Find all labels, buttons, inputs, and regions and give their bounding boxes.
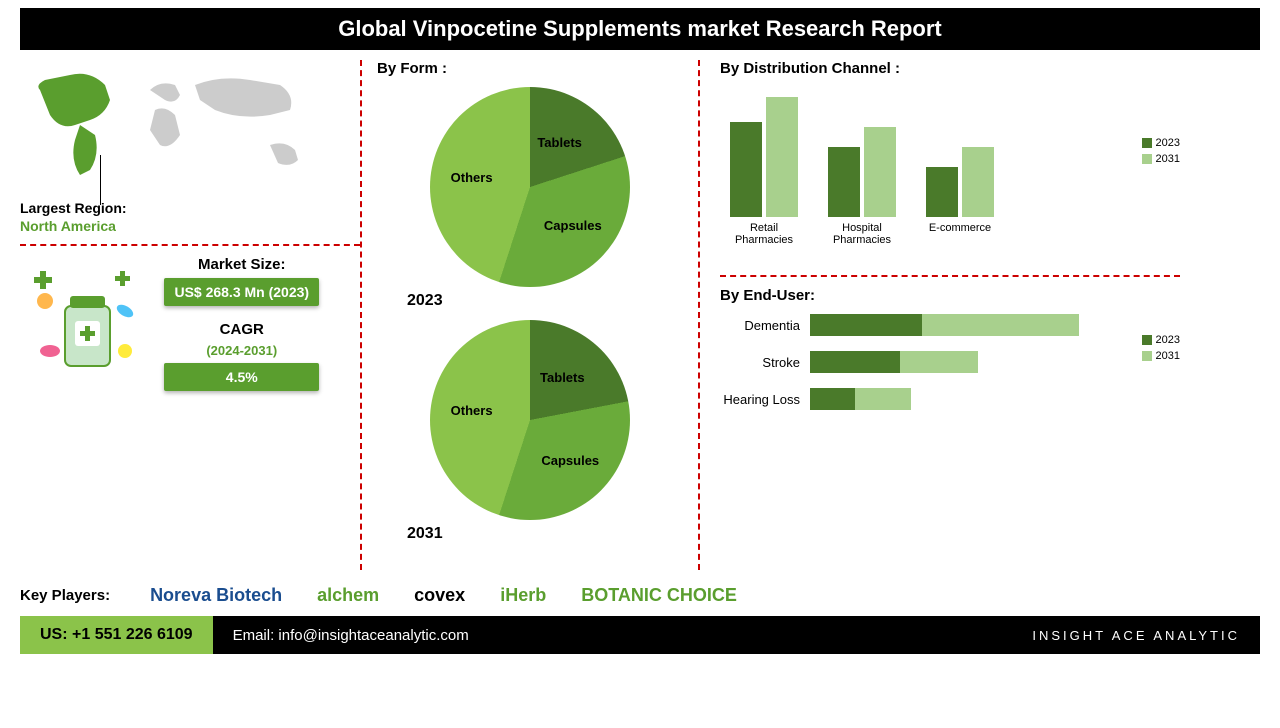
pie-year-2023: 2023 [407,292,683,310]
hbar-stack [810,351,978,373]
hbar-label: Hearing Loss [720,392,810,407]
cagr-value: 4.5% [164,363,319,391]
bar [864,127,896,217]
distribution-title: By Distribution Channel : [720,60,1180,77]
middle-column: By Form : Tablets Capsules Others 2023 Tab… [360,60,700,570]
enduser-title: By End-User: [720,287,1180,304]
email-text: Email: info@insightaceanalytic.com [233,627,469,644]
main-content: Largest Region: North America [0,50,1280,580]
legend-item: 2031 [1142,153,1180,165]
bar-category-label: E-commerce [926,222,994,246]
pie-2031-wrap: Tablets Capsules Others 2031 [377,320,683,543]
hbar-segment [810,314,922,336]
pie-slice-label: Tablets [540,370,585,385]
pie-year-2031: 2031 [407,525,683,543]
region-label: Largest Region: [20,200,127,216]
distribution-chart: Retail Pharmacies Hospital Pharmacies E-co… [720,87,1180,267]
hbar-segment [855,388,911,410]
bar-group [828,127,896,217]
region-value: North America [20,218,116,234]
hbar-row: Hearing Loss [720,388,1180,410]
pie-2023-wrap: Tablets Capsules Others 2023 [377,87,683,310]
pie-chart-2031: Tablets Capsules Others [430,320,630,520]
hbar-label: Stroke [720,355,810,370]
footer-bar: US: +1 551 226 6109 Email: info@insighta… [20,616,1260,654]
phone-contact: US: +1 551 226 6109 [20,616,213,654]
world-map [20,60,320,200]
email-contact: Email: info@insightaceanalytic.com INSIG… [213,616,1260,654]
pie-chart-2023: Tablets Capsules Others [430,87,630,287]
hbar-segment [900,351,978,373]
right-column: By Distribution Channel : Retail Pharmac… [700,60,1180,570]
metrics-row: Market Size: US$ 268.3 Mn (2023) CAGR (2… [20,256,360,406]
hbar-row: Stroke [720,351,1180,373]
hbar-segment [922,314,1079,336]
bar [828,147,860,217]
players-label: Key Players: [20,587,110,604]
pie-slice-label: Capsules [544,218,602,233]
market-size-label: Market Size: [164,256,319,273]
market-size-value: US$ 268.3 Mn (2023) [164,278,319,306]
bar [730,122,762,217]
player-logo: Noreva Biotech [150,585,282,605]
hbar-row: Dementia [720,314,1180,336]
left-column: Largest Region: North America [20,60,360,570]
form-title: By Form : [377,60,683,77]
pie-slice-label: Others [451,170,493,185]
cagr-label: CAGR [164,321,319,338]
bar-category-label: Hospital Pharmacies [828,222,896,246]
bar-group [926,147,994,217]
hbar-stack [810,314,1079,336]
player-logo: iHerb [500,585,546,605]
medicine-icon [20,256,150,386]
player-logo: alchem [317,585,379,605]
key-players-row: Key Players: Noreva Biotech alchem covex iH… [0,580,1280,611]
legend-item: 2023 [1142,137,1180,149]
enduser-chart: Dementia Stroke Hearing Loss 2023 2031 [720,314,1180,494]
report-title: Global Vinpocetine Supplements market Re… [20,8,1260,50]
metrics-box: Market Size: US$ 268.3 Mn (2023) CAGR (2… [164,256,319,406]
brand-name: INSIGHT ACE ANALYTIC [1032,628,1240,643]
cagr-period: (2024-2031) [164,343,319,358]
hbar-segment [810,351,900,373]
bar-category-label: Retail Pharmacies [730,222,798,246]
region-info: Largest Region: North America [20,200,360,236]
bar [962,147,994,217]
legend-item: 2023 [1142,334,1180,346]
hbar-segment [810,388,855,410]
hbar-stack [810,388,911,410]
pie-slice-label: Others [451,403,493,418]
hbar-label: Dementia [720,318,810,333]
bar [766,97,798,217]
bar-group [730,97,798,217]
pie-slice-label: Tablets [537,135,582,150]
player-logo: covex [414,585,465,605]
bar [926,167,958,217]
legend-item: 2031 [1142,350,1180,362]
pie-slice-label: Capsules [541,453,599,468]
player-logo: BOTANIC CHOICE [581,585,737,605]
